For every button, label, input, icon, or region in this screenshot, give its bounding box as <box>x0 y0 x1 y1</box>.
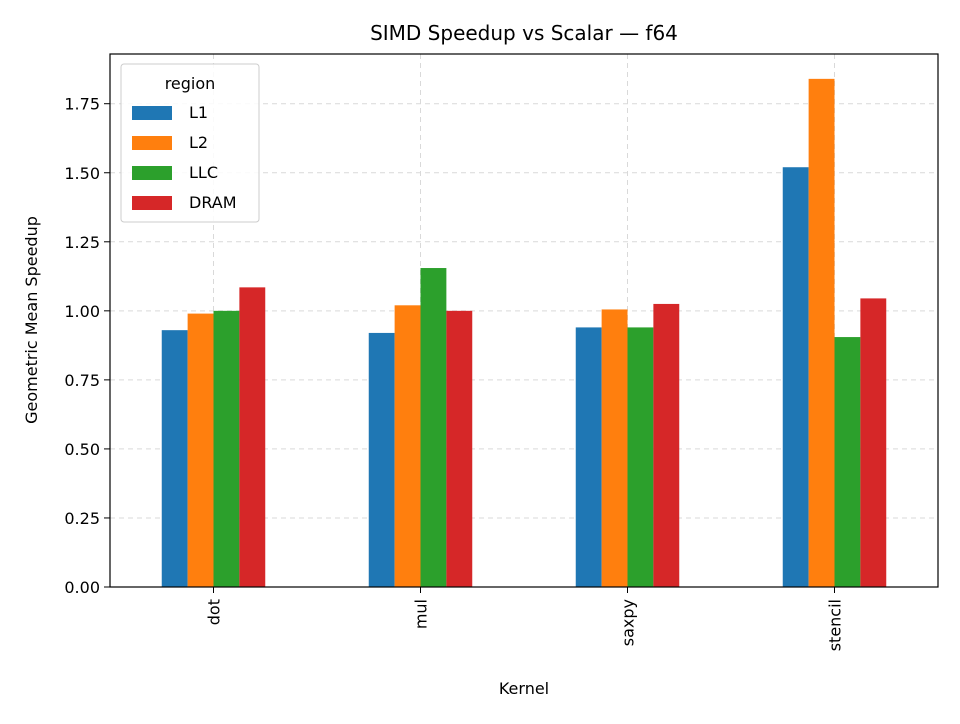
y-tick-label: 0.00 <box>64 578 100 597</box>
bar-dot-dram <box>239 287 266 587</box>
bar-saxpy-l1 <box>575 327 602 587</box>
bar-dot-l2 <box>187 313 214 587</box>
bar-stencil-llc <box>834 337 861 587</box>
bar-mul-l1 <box>368 332 395 587</box>
y-tick-label: 1.25 <box>64 233 100 252</box>
x-axis: dot mul saxpy stencil <box>205 587 845 651</box>
y-axis-label: Geometric Mean Speedup <box>22 216 41 424</box>
legend: region L1 L2 LLC DRAM <box>120 63 260 223</box>
y-tick-label: 0.50 <box>64 440 100 459</box>
bar-saxpy-llc <box>627 327 654 587</box>
legend-title: region <box>165 74 216 93</box>
legend-swatch-dram <box>132 196 172 210</box>
x-tick-label: mul <box>412 599 431 629</box>
legend-swatch-l1 <box>132 106 172 120</box>
bar-dot-l1 <box>161 330 188 587</box>
plot-frame <box>109 53 939 588</box>
x-tick-label: dot <box>205 599 224 625</box>
legend-swatch-l2 <box>132 136 172 150</box>
x-tick-label: saxpy <box>619 599 638 646</box>
bar-mul-l2 <box>394 305 421 587</box>
y-tick-label: 1.50 <box>64 164 100 183</box>
x-tick-label: stencil <box>826 599 845 651</box>
y-tick-label: 0.25 <box>64 509 100 528</box>
bar-stencil-dram <box>860 298 887 587</box>
x-axis-label: Kernel <box>499 679 549 698</box>
bar-mul-dram <box>446 310 473 587</box>
bar-dot-llc <box>213 310 240 587</box>
bar-stencil-l2 <box>808 78 835 587</box>
legend-label-llc: LLC <box>189 163 218 182</box>
legend-label-l1: L1 <box>189 103 208 122</box>
bar-saxpy-l2 <box>601 309 628 587</box>
y-tick-label: 0.75 <box>64 371 100 390</box>
y-tick-label: 1.00 <box>64 302 100 321</box>
bar-saxpy-dram <box>653 303 680 587</box>
y-axis: 0.00 0.25 0.50 0.75 1.00 1.25 1.50 1.75 <box>64 95 110 597</box>
bar-stencil-l1 <box>782 167 809 588</box>
legend-swatch-llc <box>132 166 172 180</box>
legend-box <box>120 63 260 223</box>
chart-title: SIMD Speedup vs Scalar — f64 <box>370 21 678 45</box>
y-tick-label: 1.75 <box>64 95 100 114</box>
legend-label-l2: L2 <box>189 133 208 152</box>
bar-mul-llc <box>420 268 447 587</box>
bars <box>161 78 887 588</box>
legend-label-dram: DRAM <box>189 193 237 212</box>
